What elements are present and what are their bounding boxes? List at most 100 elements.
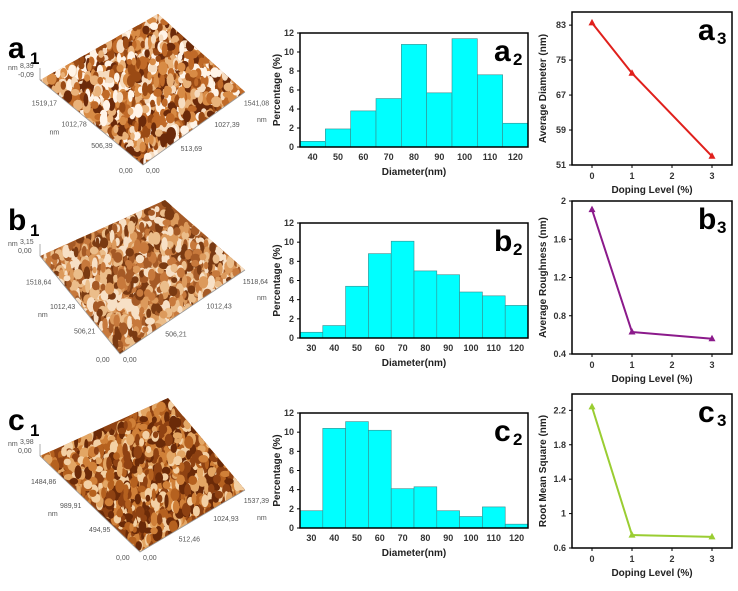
afm-grain <box>202 429 210 441</box>
afm-grain <box>184 222 189 234</box>
afm-grain <box>237 242 242 252</box>
afm-grain <box>117 53 121 63</box>
afm-grain <box>46 288 51 295</box>
afm-grain <box>229 102 239 111</box>
afm-grain <box>230 241 236 254</box>
afm-grain <box>242 247 248 260</box>
afm-grain <box>213 254 220 263</box>
afm-grain <box>210 67 219 77</box>
afm-grain <box>144 49 149 58</box>
afm-grain <box>207 225 215 232</box>
afm-grain <box>239 74 244 85</box>
afm-grain <box>232 74 242 81</box>
afm-grain <box>206 213 212 225</box>
afm-grain <box>157 116 167 125</box>
afm-grain <box>156 56 161 62</box>
afm-grain <box>241 450 246 457</box>
afm-grain <box>229 206 238 216</box>
afm-grain <box>231 68 235 75</box>
afm-grain <box>238 257 242 265</box>
afm-grain <box>238 33 244 44</box>
afm-grain <box>134 122 138 132</box>
afm-grain <box>94 86 101 97</box>
afm-grain <box>212 446 220 453</box>
afm-grain <box>218 80 224 89</box>
afm-grain <box>113 125 118 134</box>
afm-grain <box>235 98 241 108</box>
afm-grain <box>209 296 216 303</box>
panel-label-subscript: 1 <box>30 221 39 240</box>
afm-grain <box>213 29 222 41</box>
afm-origin-y: 0,00 <box>119 168 133 175</box>
afm-grain <box>196 427 205 434</box>
afm-grain <box>122 132 127 140</box>
afm-grain <box>238 31 244 42</box>
afm-grain <box>239 235 246 248</box>
afm-grain <box>219 43 229 50</box>
afm-grain <box>230 282 235 295</box>
afm-grain <box>234 432 242 444</box>
afm-grain <box>238 457 247 468</box>
afm-grain <box>74 247 79 258</box>
afm-grain <box>208 214 214 224</box>
afm-grain <box>236 81 241 89</box>
afm-grain <box>100 237 108 248</box>
afm-grain <box>247 488 253 497</box>
afm-grain <box>235 248 240 256</box>
afm-grain <box>202 228 212 239</box>
afm-grain <box>105 283 114 295</box>
afm-origin-x: 0,00 <box>123 357 137 364</box>
afm-grain <box>240 77 249 86</box>
afm-grain <box>183 315 192 325</box>
afm-x-tick: 506,21 <box>165 331 187 338</box>
afm-grain <box>203 33 208 46</box>
afm-grain <box>84 74 90 81</box>
afm-grain <box>222 107 226 120</box>
afm-grain <box>245 94 251 100</box>
afm-grain <box>240 195 245 208</box>
afm-grain <box>207 214 212 224</box>
afm-grain <box>202 45 208 52</box>
afm-grain <box>225 440 234 449</box>
afm-grain <box>84 94 89 107</box>
afm-grain <box>154 217 163 224</box>
afm-grain <box>229 435 236 449</box>
afm-grain <box>211 46 220 55</box>
afm-grain <box>216 293 221 300</box>
afm-grain <box>240 69 247 80</box>
afm-grain <box>116 302 123 311</box>
afm-grain <box>228 233 234 247</box>
afm-grain <box>223 235 229 247</box>
afm-grain <box>224 454 228 465</box>
afm-grain <box>240 55 244 65</box>
afm-grain <box>119 102 125 113</box>
afm-grain <box>225 231 230 238</box>
afm-grain <box>165 208 175 221</box>
afm-grain <box>188 285 196 294</box>
afm-grain <box>199 417 208 426</box>
afm-grain <box>177 268 185 278</box>
afm-grain <box>235 104 243 117</box>
afm-grain <box>209 428 213 437</box>
afm-grain <box>215 418 220 428</box>
afm-grain <box>238 225 246 233</box>
afm-grain <box>140 307 145 315</box>
afm-grain <box>148 64 157 72</box>
afm-grain <box>87 62 92 71</box>
afm-grain <box>222 239 230 245</box>
afm-grain <box>225 47 234 53</box>
afm-grain <box>160 74 165 86</box>
afm-grain <box>216 236 225 247</box>
afm-grain <box>240 448 246 454</box>
afm-grain <box>221 222 230 234</box>
afm-grain <box>234 206 244 217</box>
afm-grain <box>233 202 241 210</box>
afm-grain <box>125 337 132 344</box>
afm-grain <box>221 39 228 47</box>
afm-grain <box>235 394 244 405</box>
afm-grain <box>221 506 231 516</box>
afm-y-tick: 506,39 <box>91 143 113 150</box>
afm-grain <box>208 226 213 238</box>
afm-grain <box>207 219 212 232</box>
